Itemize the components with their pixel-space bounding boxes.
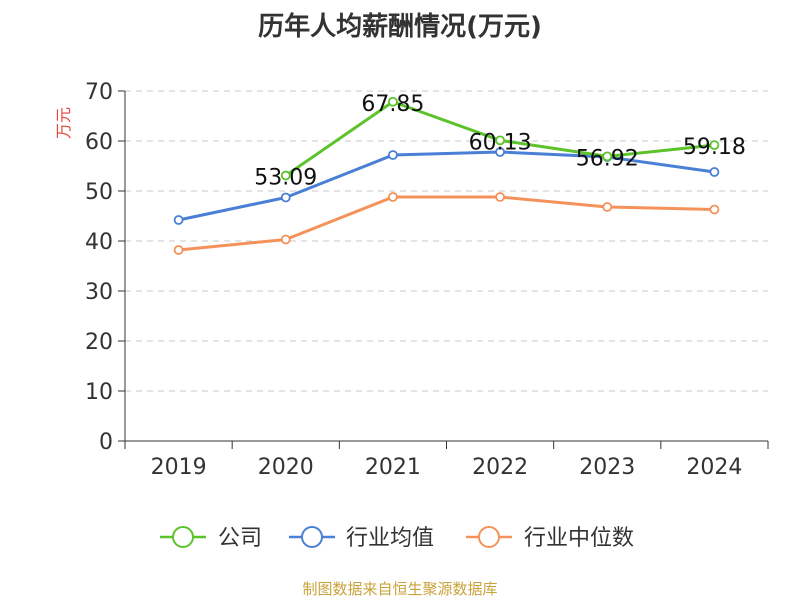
point-1-2022 — [495, 147, 505, 157]
legend-item-2: 行业中位数 — [466, 526, 634, 551]
legend-label-1: 行业均值 — [346, 526, 434, 551]
label-layer: 53.09 67.85 60.13 56.92 59.18 — [254, 92, 746, 191]
legend-item-1: 行业均值 — [289, 526, 434, 551]
x-tick-label-2020: 2020 — [258, 455, 314, 480]
x-tick-label-2019: 2019 — [151, 455, 207, 480]
legend-label-2: 行业中位数 — [524, 526, 634, 551]
chart-title: 历年人均薪酬情况(万元) — [258, 12, 542, 42]
point-2-2019 — [173, 245, 184, 255]
point-2-2021 — [388, 192, 398, 202]
data-label-2024: 59.18 — [683, 135, 746, 160]
point-1-2021 — [388, 150, 398, 160]
point-0-2020 — [280, 170, 291, 181]
point-0-2022 — [495, 135, 505, 146]
data-label-2020: 53.09 — [254, 166, 317, 191]
source-note: 制图数据来自恒生聚源数据库 — [302, 580, 498, 598]
series-layer — [173, 96, 720, 255]
y-axis-label: 万元 — [54, 107, 73, 139]
point-0-2021 — [388, 96, 398, 107]
x-tick-label-2022: 2022 — [472, 455, 528, 480]
point-2-2022 — [495, 192, 505, 202]
data-label-2021: 67.85 — [361, 92, 424, 117]
point-2-2024 — [709, 204, 720, 215]
y-tick-label-40: 40 — [85, 230, 113, 255]
y-tick-label-70: 70 — [85, 80, 113, 105]
x-tick-label-2024: 2024 — [686, 455, 742, 480]
point-1-2019 — [173, 215, 184, 225]
legend-marker-2 — [478, 526, 500, 548]
data-label-2022: 60.13 — [469, 130, 532, 155]
series-line-1 — [178, 150, 715, 222]
data-label-2023: 56.92 — [576, 146, 639, 171]
point-1-2020 — [280, 192, 291, 203]
series-line-2 — [178, 195, 715, 252]
x-tick-label-2023: 2023 — [579, 455, 635, 480]
x-tick-label-2021: 2021 — [365, 455, 421, 480]
y-tick-label-0: 0 — [99, 430, 113, 455]
point-2-2020 — [280, 234, 291, 245]
point-2-2023 — [602, 202, 613, 212]
point-0-2023 — [602, 151, 613, 162]
legend-item-0: 公司 — [160, 526, 262, 551]
y-tick-label-50: 50 — [85, 180, 113, 205]
point-0-2024 — [709, 140, 720, 151]
y-tick-label-30: 30 — [85, 280, 113, 305]
y-tick-label-10: 10 — [85, 380, 113, 405]
axis-layer: 0 10 20 30 40 50 60 70 2019 2020 2021 2022 2023 2024 万… — [54, 80, 769, 480]
y-tick-label-20: 20 — [85, 330, 113, 355]
legend-marker-0 — [172, 526, 194, 548]
grid-layer — [125, 90, 768, 392]
legend: 公司 行业均值 行业中位数 — [160, 526, 634, 551]
y-tick-label-60: 60 — [85, 130, 113, 155]
legend-marker-1 — [301, 526, 323, 548]
legend-label-0: 公司 — [218, 526, 262, 551]
point-1-2024 — [709, 167, 720, 177]
